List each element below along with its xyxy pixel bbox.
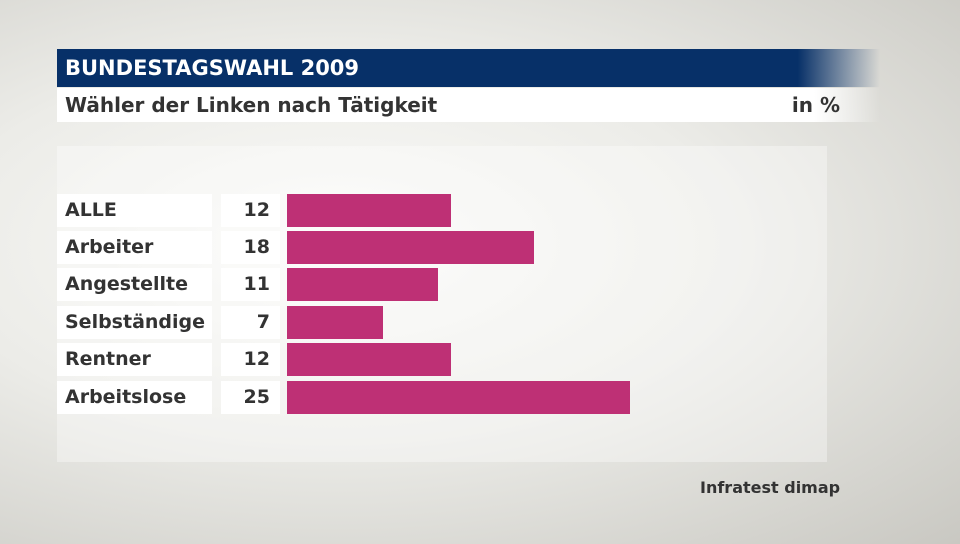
header-title: BUNDESTAGSWAHL 2009 bbox=[57, 49, 880, 87]
data-label: 25 bbox=[221, 381, 280, 414]
chart-subtitle: Wähler der Linken nach Tätigkeit bbox=[65, 93, 438, 117]
bar bbox=[287, 194, 452, 227]
bar bbox=[287, 231, 534, 264]
bar bbox=[287, 381, 630, 414]
unit-label: in % bbox=[791, 93, 840, 117]
data-label: 12 bbox=[221, 194, 280, 227]
source-label: Infratest dimap bbox=[700, 478, 841, 497]
data-label: 7 bbox=[221, 306, 280, 339]
bar bbox=[287, 343, 452, 376]
category-label: Angestellte bbox=[57, 268, 212, 301]
category-label: Arbeitslose bbox=[57, 381, 212, 414]
category-label: Rentner bbox=[57, 343, 212, 376]
subtitle-bar: Wähler der Linken nach Tätigkeit in % bbox=[57, 88, 880, 122]
data-label: 12 bbox=[221, 343, 280, 376]
data-label: 18 bbox=[221, 231, 280, 264]
bar bbox=[287, 306, 383, 339]
bar bbox=[287, 268, 438, 301]
category-label: Arbeiter bbox=[57, 231, 212, 264]
data-label: 11 bbox=[221, 268, 280, 301]
category-label: Selbständige bbox=[57, 306, 212, 339]
category-label: ALLE bbox=[57, 194, 212, 227]
